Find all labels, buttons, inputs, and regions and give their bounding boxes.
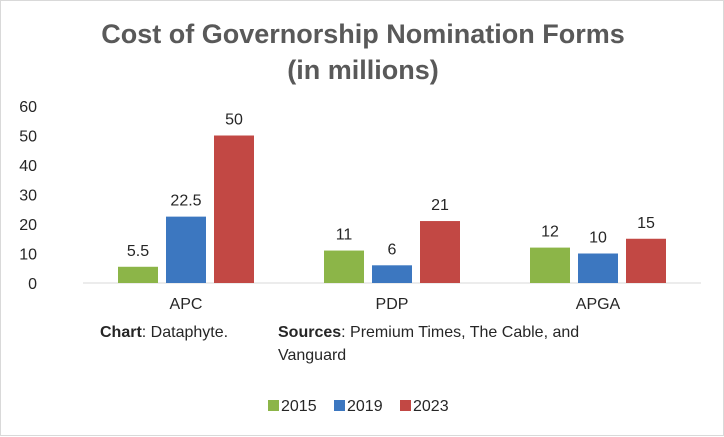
bar-apga-2023 bbox=[626, 238, 666, 283]
data-label: 6 bbox=[388, 241, 397, 258]
legend-swatch-2019 bbox=[334, 400, 345, 411]
data-label: 15 bbox=[637, 215, 655, 232]
chart-credit-text: : Dataphyte. bbox=[142, 324, 228, 341]
y-tick-label: 50 bbox=[19, 129, 37, 146]
bar-apga-2015 bbox=[530, 247, 570, 283]
y-tick-label: 60 bbox=[19, 99, 37, 116]
category-label: PDP bbox=[376, 296, 409, 313]
data-label: 50 bbox=[225, 112, 243, 129]
data-labels: 5.5 22.5 50 11 6 21 12 10 15 bbox=[127, 112, 655, 260]
bar-pdp-2023 bbox=[420, 221, 460, 283]
data-label: 11 bbox=[336, 227, 353, 244]
data-label: 12 bbox=[541, 224, 559, 241]
bars bbox=[118, 135, 666, 283]
data-label: 10 bbox=[589, 230, 607, 247]
y-tick-label: 10 bbox=[19, 247, 37, 264]
sources-label: Sources bbox=[278, 324, 341, 341]
chart-title-line2: (in millions) bbox=[287, 55, 439, 85]
bar-apga-2019 bbox=[578, 253, 618, 283]
legend-label: 2023 bbox=[413, 398, 449, 415]
bar-pdp-2019 bbox=[372, 265, 412, 283]
category-label: APGA bbox=[576, 296, 621, 313]
legend-label: 2015 bbox=[281, 398, 317, 415]
y-tick-label: 40 bbox=[19, 158, 37, 175]
bar-apc-2023 bbox=[214, 135, 254, 283]
chart-source-note: Chart: Dataphyte. Sources: Premium Times… bbox=[100, 324, 579, 364]
bar-pdp-2015 bbox=[324, 250, 364, 283]
y-tick-label: 0 bbox=[28, 276, 37, 293]
legend-label: 2019 bbox=[347, 398, 383, 415]
data-label: 5.5 bbox=[127, 243, 149, 260]
y-tick-label: 30 bbox=[19, 188, 37, 205]
chart-credit-label: Chart bbox=[100, 324, 142, 341]
bar-apc-2019 bbox=[166, 216, 206, 283]
sources-note-line2: Vanguard bbox=[278, 347, 346, 364]
data-label: 22.5 bbox=[170, 193, 201, 210]
sources-text: : Premium Times, The Cable, and bbox=[341, 324, 579, 341]
y-tick-label: 20 bbox=[19, 217, 37, 234]
legend: 2015 2019 2023 bbox=[268, 398, 449, 415]
chart-title-line1: Cost of Governorship Nomination Forms bbox=[101, 19, 625, 49]
legend-swatch-2023 bbox=[400, 400, 411, 411]
category-labels: APC PDP APGA bbox=[170, 296, 621, 313]
data-label: 21 bbox=[431, 197, 449, 214]
bar-apc-2015 bbox=[118, 266, 158, 283]
chart-credit: Chart: Dataphyte. bbox=[100, 324, 228, 341]
sources-note: Sources: Premium Times, The Cable, and bbox=[278, 324, 579, 341]
legend-swatch-2015 bbox=[268, 400, 279, 411]
y-axis-ticks: 0 10 20 30 40 50 60 bbox=[19, 99, 37, 293]
category-label: APC bbox=[170, 296, 203, 313]
